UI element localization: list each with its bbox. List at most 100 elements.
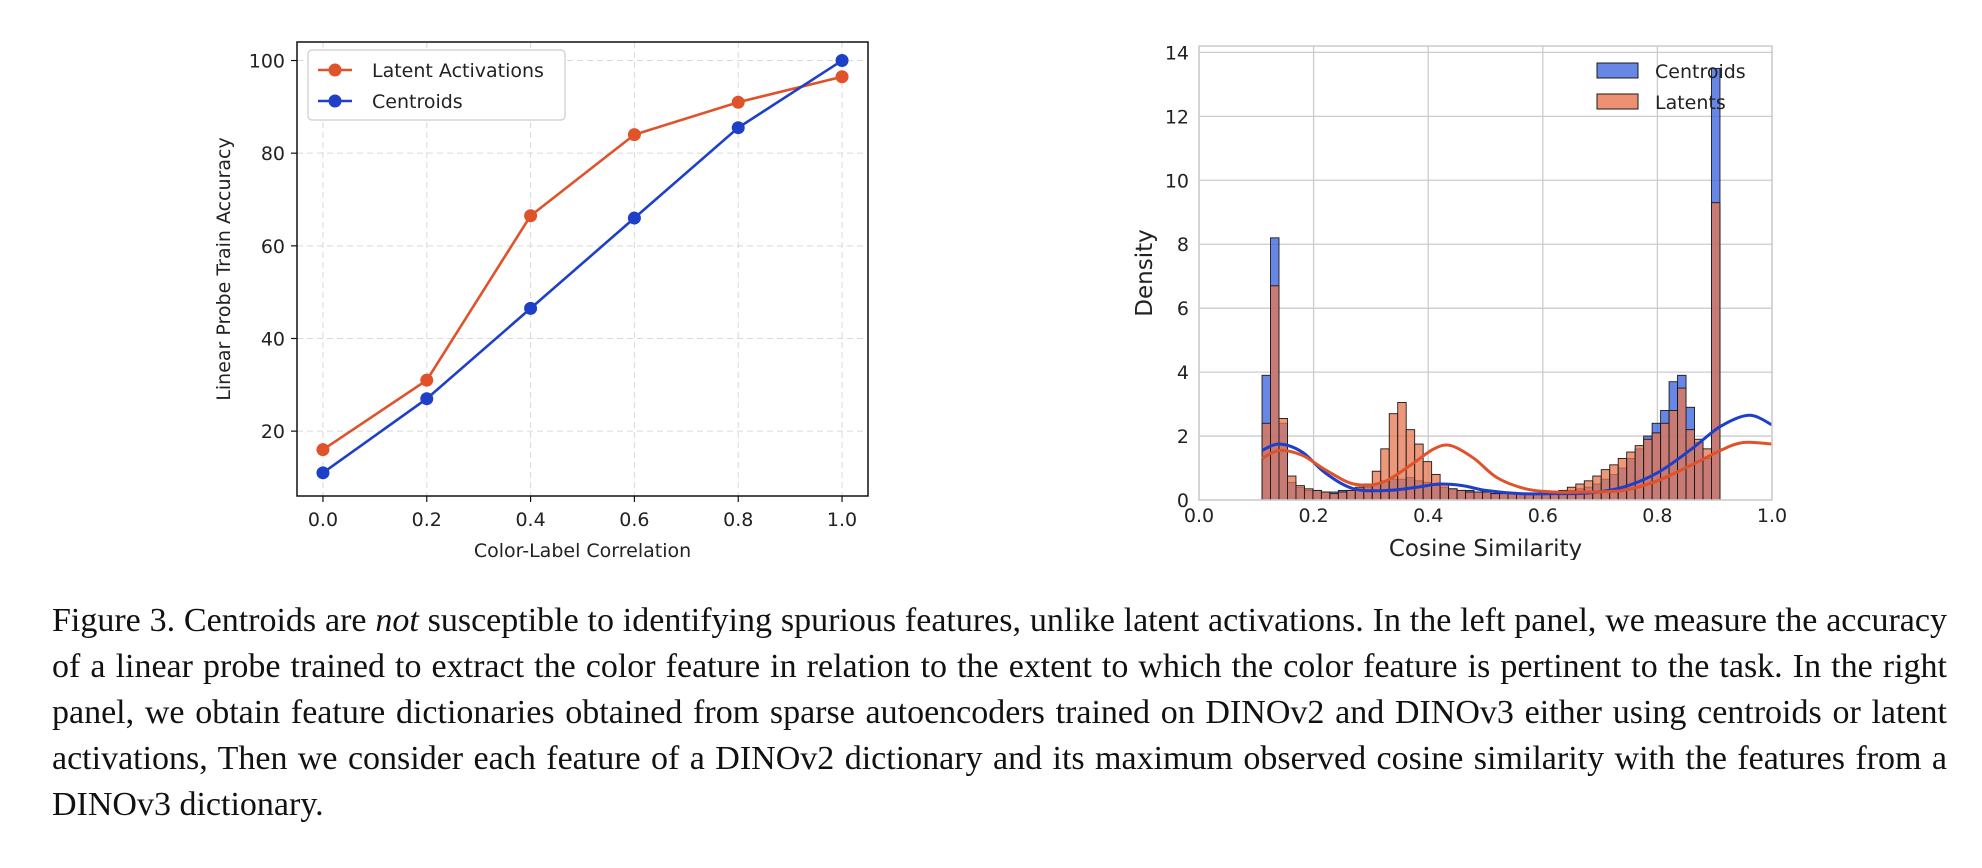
left-legend-swatch-marker — [328, 94, 342, 108]
left-series-point-0 — [524, 209, 538, 223]
left-x-tick-label: 0.8 — [723, 509, 753, 531]
left-series-point-1 — [835, 54, 849, 68]
right-legend-swatch — [1596, 62, 1639, 79]
right-legend-label: Latents — [1655, 92, 1726, 114]
right-y-tick-label: 12 — [1165, 106, 1189, 128]
left-y-axis-label: Linear Probe Train Accuracy — [213, 137, 235, 400]
right-hist-bar-1 — [1600, 469, 1611, 501]
right-hist-bar-1 — [1278, 418, 1288, 501]
left-series-point-0 — [627, 128, 641, 142]
caption-emphasis: not — [375, 602, 419, 639]
right-hist-bar-1 — [1643, 438, 1653, 501]
left-legend-swatch-marker — [328, 63, 342, 77]
left-series-point-1 — [316, 466, 330, 480]
left-x-tick-label: 1.0 — [827, 509, 857, 531]
left-x-tick-label: 0.6 — [619, 509, 649, 531]
left-ticks: 0.0 0.2 0.4 0.6 0.8 1.0 20 40 60 80 100 — [249, 51, 857, 531]
left-series-point-0 — [316, 443, 330, 457]
caption-text-rest: susceptible to identifying spurious feat… — [52, 602, 1947, 823]
right-hist-bar-1 — [1422, 461, 1433, 501]
right-kde-curve-0 — [1261, 413, 1773, 496]
right-hist-bar-1 — [1414, 443, 1424, 501]
right-hist-bar-1 — [1473, 491, 1483, 501]
right-plot-frame — [1198, 45, 1773, 501]
right-hist-bar-1 — [1439, 483, 1450, 501]
left-series-point-1 — [420, 392, 434, 406]
left-legend-label: Latent Activations — [372, 60, 544, 82]
right-bars — [1261, 67, 1721, 501]
left-series-point-1 — [524, 301, 538, 315]
figure-caption: Figure 3. Centroids are not susceptible … — [52, 598, 1947, 828]
left-x-axis-label: Color-Label Correlation — [474, 540, 691, 560]
right-hist-bar-1 — [1465, 491, 1475, 501]
right-hist-bar-1 — [1320, 491, 1331, 501]
right-x-axis-label: Cosine Similarity — [1389, 536, 1582, 560]
right-hist-bar-1 — [1694, 438, 1704, 501]
right-kde-curve-1 — [1261, 440, 1773, 494]
right-y-tick-label: 14 — [1165, 42, 1189, 64]
right-hist-bar-1 — [1626, 451, 1636, 501]
right-hist-bar-1 — [1337, 491, 1348, 501]
right-x-tick-label: 0.2 — [1298, 505, 1328, 527]
right-hist-bar-1 — [1287, 475, 1297, 501]
right-x-tick-label: 0.4 — [1413, 505, 1443, 527]
left-series-line-0 — [322, 75, 843, 451]
right-y-tick-label: 4 — [1177, 362, 1189, 384]
left-series-point-1 — [731, 121, 745, 135]
left-y-tick-label: 100 — [249, 51, 285, 73]
right-hist-bar-1 — [1303, 488, 1314, 501]
right-hist-bar-1 — [1456, 489, 1467, 501]
left-series — [316, 54, 849, 480]
right-hist-bar-1 — [1583, 480, 1594, 501]
right-hist-bar-1 — [1617, 457, 1628, 501]
right-hist-bar-1 — [1490, 493, 1500, 501]
right-legend-swatch — [1596, 93, 1639, 110]
right-hist-bar-1 — [1312, 489, 1322, 501]
left-series-point-0 — [835, 70, 849, 84]
left-y-tick-label: 20 — [261, 421, 285, 443]
left-y-tick-label: 40 — [261, 328, 285, 350]
caption-text-start: Figure 3. Centroids are — [52, 602, 376, 639]
right-y-axis-label: Density — [1132, 229, 1158, 316]
right-hist-bar-1 — [1380, 448, 1390, 501]
right-y-tick-label: 6 — [1177, 298, 1189, 320]
right-hist-bar-1 — [1346, 489, 1356, 501]
right-x-tick-label: 0.6 — [1528, 505, 1558, 527]
left-legend-box — [307, 49, 566, 121]
right-histogram-chart: 0.0 0.2 0.4 0.6 0.8 1.0 0 2 4 6 8 10 12 14 Cosine Sim… — [1132, 42, 1787, 560]
left-x-tick-label: 0.2 — [412, 509, 442, 531]
right-hist-bar-1 — [1651, 432, 1662, 501]
left-x-tick-label: 0.0 — [308, 509, 338, 531]
right-y-tick-label: 2 — [1177, 426, 1189, 448]
right-x-tick-label: 1.0 — [1757, 505, 1787, 527]
right-kde-curves — [1261, 413, 1773, 496]
right-hist-bar-1 — [1482, 491, 1492, 501]
right-legend-label: Centroids — [1655, 61, 1746, 83]
right-x-tick-label: 0.8 — [1642, 505, 1672, 527]
left-line-chart: 0.0 0.2 0.4 0.6 0.8 1.0 20 40 60 80 100 Color-Labe… — [213, 41, 869, 560]
right-hist-bar-1 — [1668, 410, 1679, 501]
right-hist-bar-1 — [1431, 473, 1441, 501]
right-hist-bar-1 — [1448, 488, 1458, 501]
right-x-tick-label: 0.0 — [1184, 505, 1214, 527]
right-hist-bar-1 — [1295, 485, 1305, 501]
right-hist-bar-1 — [1329, 493, 1339, 501]
right-hist-bar-1 — [1609, 464, 1619, 501]
right-hist-bar-1 — [1261, 422, 1271, 501]
left-legend: Latent Activations Centroids — [307, 49, 566, 121]
right-y-tick-label: 0 — [1177, 490, 1189, 512]
right-y-tick-label: 10 — [1165, 170, 1189, 192]
left-plot-frame — [296, 41, 869, 497]
left-legend-label: Centroids — [372, 91, 463, 113]
left-y-tick-label: 60 — [261, 236, 285, 258]
right-hist-bar-1 — [1397, 402, 1407, 501]
right-hist-bar-1 — [1499, 493, 1509, 501]
right-legend: Centroids Latents — [1596, 61, 1746, 114]
left-series-point-0 — [420, 373, 434, 387]
right-hist-bar-1 — [1660, 422, 1670, 501]
right-hist-bar-1 — [1270, 285, 1280, 501]
right-hist-bar-1 — [1388, 413, 1399, 501]
right-ticks: 0.0 0.2 0.4 0.6 0.8 1.0 0 2 4 6 8 10 12 14 — [1165, 42, 1787, 527]
right-hist-bar-1 — [1634, 445, 1645, 501]
